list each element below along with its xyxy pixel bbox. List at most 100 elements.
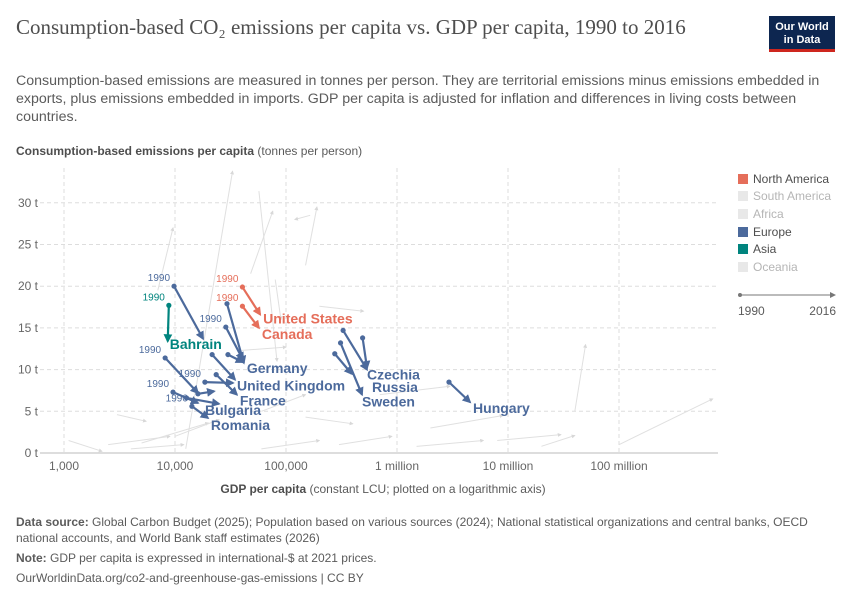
series-start-point	[332, 351, 338, 357]
series-arrow	[164, 357, 200, 395]
owid-logo[interactable]: Our World in Data	[769, 16, 835, 52]
background-arrow	[68, 440, 103, 453]
start-year-label: 1990	[200, 314, 223, 325]
background-arrow	[319, 305, 365, 313]
background-arrow	[305, 206, 319, 266]
legend-swatch	[738, 261, 748, 272]
background-arrow	[174, 418, 220, 437]
logo-line-2: in Data	[783, 34, 821, 46]
series-start-point	[360, 335, 366, 341]
series-start-point	[209, 351, 215, 358]
y-axis-unit: (tonnes per person)	[257, 144, 363, 158]
timeline-track[interactable]	[738, 287, 836, 299]
y-tick-label: 10 t	[18, 363, 39, 377]
legend-label: Africa	[753, 206, 784, 221]
legend-label: Oceania	[753, 259, 798, 274]
series-arrow	[215, 373, 239, 396]
series-arrow	[241, 286, 262, 317]
start-year-label: 1990	[216, 293, 239, 304]
series-label: Bahrain	[170, 336, 222, 352]
note-text: GDP per capita is expressed in internati…	[50, 551, 377, 565]
series-label: United Kingdom	[237, 378, 345, 394]
chart-title: Consumption-based CO₂ emissions per capi…	[16, 15, 686, 39]
legend-item[interactable]: Europe	[738, 223, 831, 241]
series-label: Hungary	[473, 400, 530, 416]
footer: Data source: Global Carbon Budget (2025)…	[16, 514, 836, 590]
series-start-point	[239, 303, 246, 309]
start-year-label: 1990	[143, 292, 166, 303]
background-arrow	[416, 438, 485, 447]
series-start-point	[170, 389, 176, 395]
background-arrow	[618, 398, 714, 446]
series-start-point	[239, 284, 246, 290]
background-arrow	[305, 416, 354, 426]
background-arrow	[116, 414, 147, 423]
timeline[interactable]: 1990 2016	[738, 287, 836, 318]
timeline-end[interactable]: 2016	[809, 304, 836, 318]
series-label: Canada	[262, 326, 313, 342]
background-arrow	[141, 421, 210, 444]
series-label: Sweden	[362, 394, 415, 410]
start-year-label: 1990	[216, 274, 239, 285]
scatter-plot: 0 t 5 t 10 t 15 t 20 t 25 t 30 t 1,000 10,000 100…	[18, 168, 718, 473]
legend-swatch	[738, 191, 748, 202]
x-tick-label: 10 million	[483, 459, 534, 473]
legend-label: Asia	[753, 242, 777, 257]
legend-item[interactable]: Asia	[738, 240, 831, 258]
series-start-point	[189, 403, 195, 409]
series-arrow	[163, 305, 173, 344]
background-arrow	[541, 434, 576, 447]
background-arrow	[574, 343, 588, 412]
series-arrow	[361, 337, 371, 370]
y-tick-label: 0 t	[25, 446, 39, 460]
timeline-start[interactable]: 1990	[738, 304, 765, 318]
chart-subtitle: Consumption-based emissions are measured…	[16, 73, 820, 125]
legend-item[interactable]: Africa	[738, 205, 831, 223]
series-label: Romania	[211, 417, 270, 433]
background-arrow	[274, 279, 283, 321]
series-arrow	[227, 353, 245, 364]
background-arrow	[338, 434, 393, 446]
source-label: Data source:	[16, 515, 89, 529]
background-arrow	[157, 227, 175, 291]
x-tick-label: 1 million	[375, 459, 419, 473]
legend-label: North America	[753, 171, 830, 186]
series-label: Czechia	[367, 367, 420, 383]
legend-item[interactable]: North America	[738, 170, 831, 188]
start-year-label: 1990	[147, 379, 170, 390]
legend-swatch	[738, 208, 748, 219]
background-arrow	[379, 384, 451, 396]
y-tick-label: 30 t	[18, 196, 39, 210]
y-tick-label: 25 t	[18, 238, 39, 252]
start-year-label: 1990	[179, 369, 202, 380]
series-arrow	[448, 381, 472, 404]
legend-label: Europe	[753, 224, 792, 239]
background-arrow	[261, 393, 307, 412]
background-arrow	[241, 345, 287, 351]
x-axis-title: GDP per capita (constant LCU; plotted on…	[0, 482, 766, 496]
series-start-point	[183, 395, 190, 401]
y-axis-title: Consumption-based emissions per capita (…	[16, 144, 362, 158]
legend-swatch	[738, 244, 748, 255]
series-arrow	[197, 388, 216, 397]
legend: North America South America Africa Europe As…	[738, 170, 831, 276]
series-arrow	[333, 353, 353, 376]
series-arrow	[211, 353, 237, 381]
logo-line-1: Our World	[775, 21, 829, 33]
background-arrow	[258, 191, 279, 363]
start-year-label: 1990	[148, 273, 171, 284]
legend-item[interactable]: Oceania	[738, 258, 831, 276]
series-start-point	[213, 372, 219, 378]
series-start-point	[202, 379, 208, 385]
note: Note: GDP per capita is expressed in int…	[16, 550, 836, 566]
legend-swatch	[738, 173, 748, 184]
source-url[interactable]: OurWorldinData.org/co2-and-greenhouse-ga…	[16, 571, 364, 585]
background-arrow	[130, 442, 185, 450]
series-label: Germany	[247, 360, 308, 376]
series-start-point	[446, 379, 452, 385]
legend-item[interactable]: South America	[738, 188, 831, 206]
source-text: Global Carbon Budget (2025); Population …	[16, 515, 808, 545]
series-start-point	[166, 302, 172, 308]
x-tick-label: 1,000	[49, 459, 79, 473]
x-tick-label: 10,000	[157, 459, 194, 473]
